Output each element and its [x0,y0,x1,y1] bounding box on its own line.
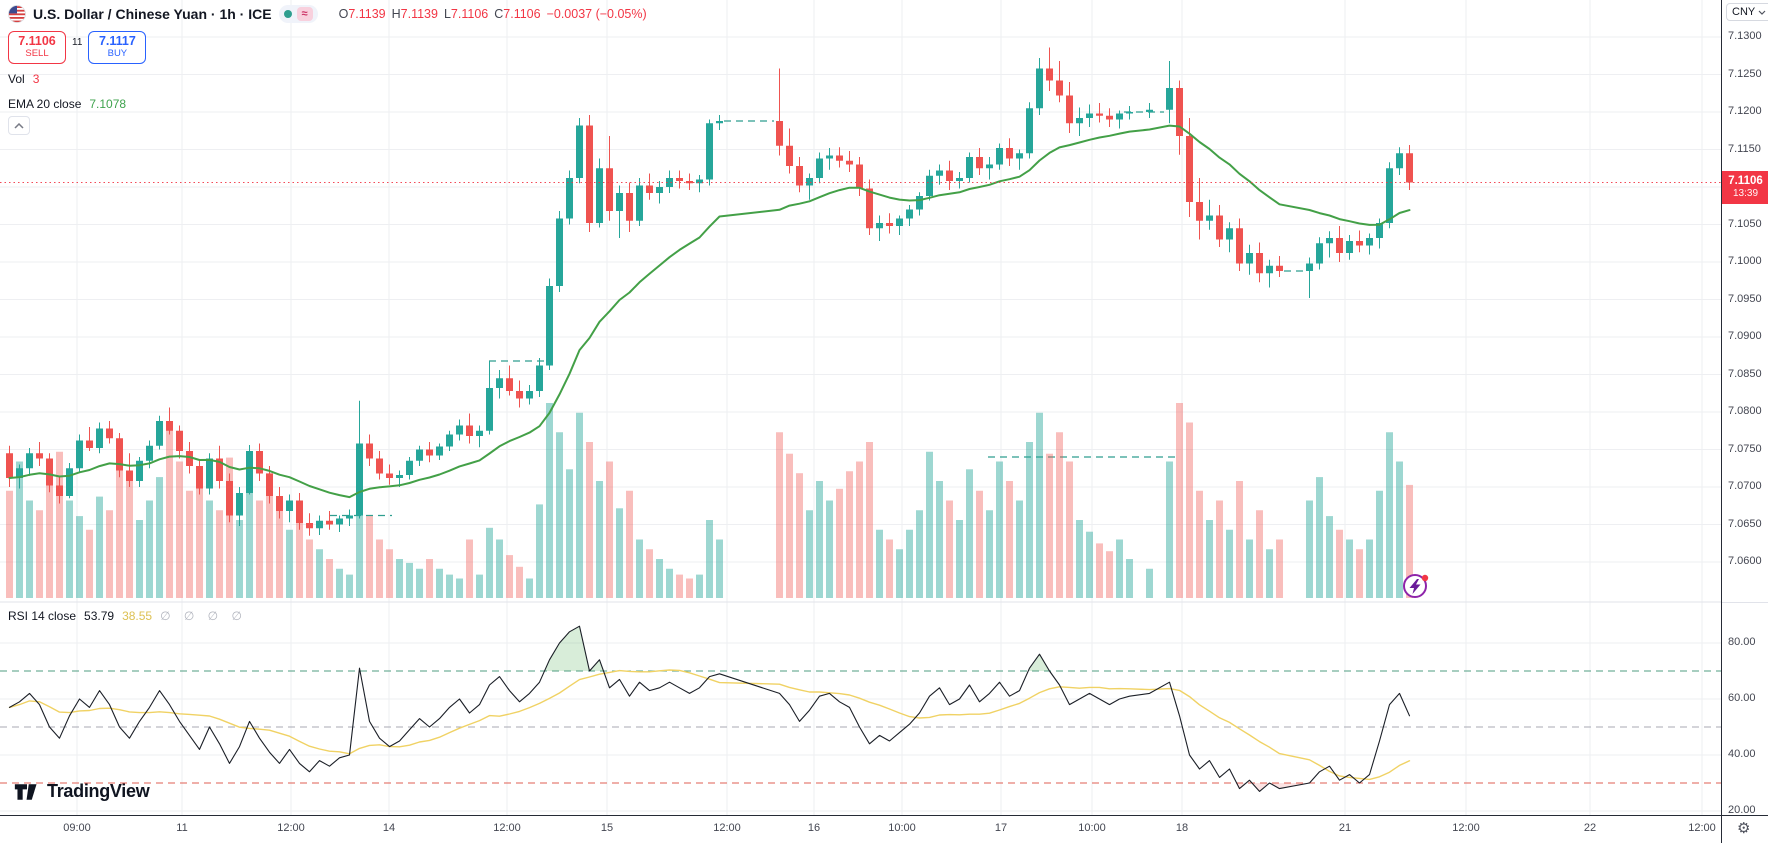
pane-separator [1722,602,1768,603]
symbol-title[interactable]: U.S. Dollar / Chinese Yuan · 1h · ICE [33,6,272,22]
price-axis-label: 7.0650 [1728,517,1762,530]
price-axis-label: 7.1250 [1728,67,1762,80]
time-axis[interactable]: ⚙ 09:00 11 12:00 14 12:00 15 12:00 16 10:00 17 10:… [0,815,1768,843]
gear-icon[interactable]: ⚙ [1737,820,1751,837]
market-open-dot-icon [283,10,292,18]
rsi-legend[interactable]: RSI 14 close 53.79 38.55 ∅ ∅ ∅ ∅ [8,609,247,623]
time-axis-label: 12:00 [1452,822,1480,834]
volume-value: 3 [32,71,40,86]
rsi-axis-label: 20.00 [1728,804,1756,816]
price-axis-label: 7.1000 [1728,255,1762,267]
price-axis[interactable]: CNY 7.1106 13:39 7.1300 7.1250 7.1200 7.115… [1721,0,1768,816]
chart-canvas[interactable] [0,0,1721,815]
rsi-axis-label: 60.00 [1728,692,1756,704]
price-axis-label: 7.1200 [1728,105,1762,117]
spread-value: 11 [72,37,83,48]
tradingview-logo[interactable]: TradingView [14,781,150,802]
delayed-data-icon: ≈ [296,7,313,21]
last-price-time: 13:39 [1732,188,1759,200]
rsi-ma-value: 38.55 [122,609,153,623]
quick-actions-button[interactable] [1400,570,1432,602]
sell-label: SELL [25,48,49,60]
change-value: −0.0037 (−0.05%) [546,7,647,21]
symbol-legend-row: U.S. Dollar / Chinese Yuan · 1h · ICE ≈ … [8,4,647,24]
time-axis-label: 10:00 [888,822,916,834]
rsi-axis-label: 40.00 [1728,748,1756,760]
time-axis-label: 12:00 [277,822,305,834]
buy-label: BUY [107,48,128,60]
price-axis-label: 7.0900 [1728,330,1762,342]
price-axis-label: 7.0700 [1728,480,1762,492]
last-price-badge: 7.1106 13:39 [1722,171,1768,204]
volume-label: Vol [8,71,25,86]
time-axis-label: 22 [1583,822,1597,834]
us-flag-icon [8,5,26,23]
price-axis-label: 7.0750 [1728,442,1762,455]
open-value: 7.1139 [348,7,386,21]
rsi-label: RSI 14 close [8,609,77,623]
time-axis-label: 12:00 [493,822,521,834]
time-axis-label: 11 [176,822,188,834]
currency-label: CNY [1732,6,1756,18]
ema-legend[interactable]: EMA 20 close 7.1078 [8,96,126,111]
sell-price: 7.1106 [18,34,56,49]
close-value: 7.1106 [503,7,541,21]
price-axis-label: 7.0850 [1728,367,1762,380]
high-value: 7.1139 [400,7,438,21]
time-axis-label: 10:00 [1078,822,1106,834]
market-status-pills[interactable]: ≈ [278,5,318,23]
rsi-value: 53.79 [84,609,115,623]
buy-button[interactable]: 7.1117 BUY [88,31,147,64]
price-axis-label: 7.0800 [1728,405,1762,417]
rsi-empty-values: ∅ ∅ ∅ ∅ [160,609,247,623]
time-axis-label: 17 [994,822,1008,834]
price-axis-label: 7.1150 [1728,142,1761,155]
buy-price: 7.1117 [98,34,136,49]
chevron-up-icon [14,122,24,129]
rsi-axis-label: 80.00 [1728,636,1756,648]
time-axis-label: 15 [600,822,614,834]
low-value: 7.1106 [450,7,489,21]
price-axis-label: 7.0950 [1728,292,1762,305]
ema-value: 7.1078 [89,96,127,111]
price-axis-label: 7.1300 [1728,30,1762,42]
ema-label: EMA 20 close [8,96,82,111]
currency-dropdown[interactable]: CNY [1726,3,1768,21]
price-axis-label: 7.0600 [1728,555,1762,567]
time-axis-label: 12:00 [1688,822,1716,834]
chart-area: U.S. Dollar / Chinese Yuan · 1h · ICE ≈ … [0,0,1721,815]
time-axis-label: 18 [1175,822,1189,834]
time-axis-label: 16 [807,822,821,834]
tradingview-logo-text: TradingView [47,781,150,801]
axis-corner-separator [1721,816,1722,843]
tradingview-logo-icon [14,783,37,800]
ohlc-values: O7.1139 H7.1139 L7.1106 C7.1106 −0.0037 … [338,7,647,21]
time-axis-label: 12:00 [713,822,741,834]
price-axis-label: 7.1050 [1728,217,1762,230]
sell-button[interactable]: 7.1106 SELL [8,31,66,64]
last-price-value: 7.1106 [1728,175,1763,188]
collapse-legend-button[interactable] [8,116,30,135]
trade-buttons-row: 7.1106 SELL 11 7.1117 BUY [8,31,147,64]
time-axis-label: 21 [1338,822,1352,834]
chevron-down-icon [1758,10,1766,15]
lightning-icon [1403,574,1429,598]
volume-legend[interactable]: Vol 3 [8,71,39,86]
time-axis-label: 14 [382,822,396,834]
time-axis-label: 09:00 [63,822,91,834]
